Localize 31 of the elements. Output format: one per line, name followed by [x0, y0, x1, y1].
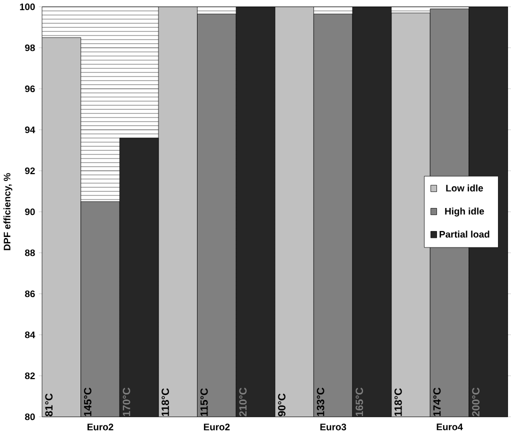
annotation: 170°C — [122, 388, 130, 416]
y-tick-label: 90 — [25, 208, 35, 216]
annotation: 81°C — [45, 394, 53, 416]
annotation: 145°C — [84, 388, 92, 416]
y-tick-label: 94 — [25, 126, 36, 134]
x-tick-label: Euro4 — [436, 424, 463, 430]
y-tick-label: 82 — [25, 372, 35, 380]
annotation: 174°C — [433, 388, 441, 416]
annotation: 210°C — [239, 388, 247, 416]
annotation: 115°C — [200, 388, 208, 416]
legend-label: Partial load — [440, 230, 490, 238]
y-tick-label: 100 — [20, 4, 35, 10]
legend-label: High idle — [445, 208, 484, 217]
annotation: 118°C — [394, 388, 402, 416]
annotation: 133°C — [316, 388, 324, 416]
x-tick-label: Euro2 — [204, 424, 230, 430]
x-tick-label: Euro3 — [320, 424, 346, 430]
x-tick-label: Euro2 — [88, 424, 114, 430]
annotation: 200°C — [472, 388, 480, 416]
y-tick-label: 92 — [25, 168, 35, 174]
legend-label: Low idle — [446, 184, 483, 192]
annotation: 90°C — [278, 394, 286, 416]
y-tick-label: 84 — [25, 332, 36, 338]
y-tick-label: 96 — [25, 86, 35, 92]
y-axis-title: DPF efficiency, % — [3, 173, 12, 250]
y-tick-label: 88 — [25, 250, 35, 256]
annotation: 165°C — [356, 388, 364, 416]
y-tick-label: 98 — [25, 44, 35, 52]
y-tick-label: 86 — [25, 290, 35, 298]
y-tick-label: 80 — [25, 414, 35, 420]
annotation: 118°C — [162, 388, 170, 416]
